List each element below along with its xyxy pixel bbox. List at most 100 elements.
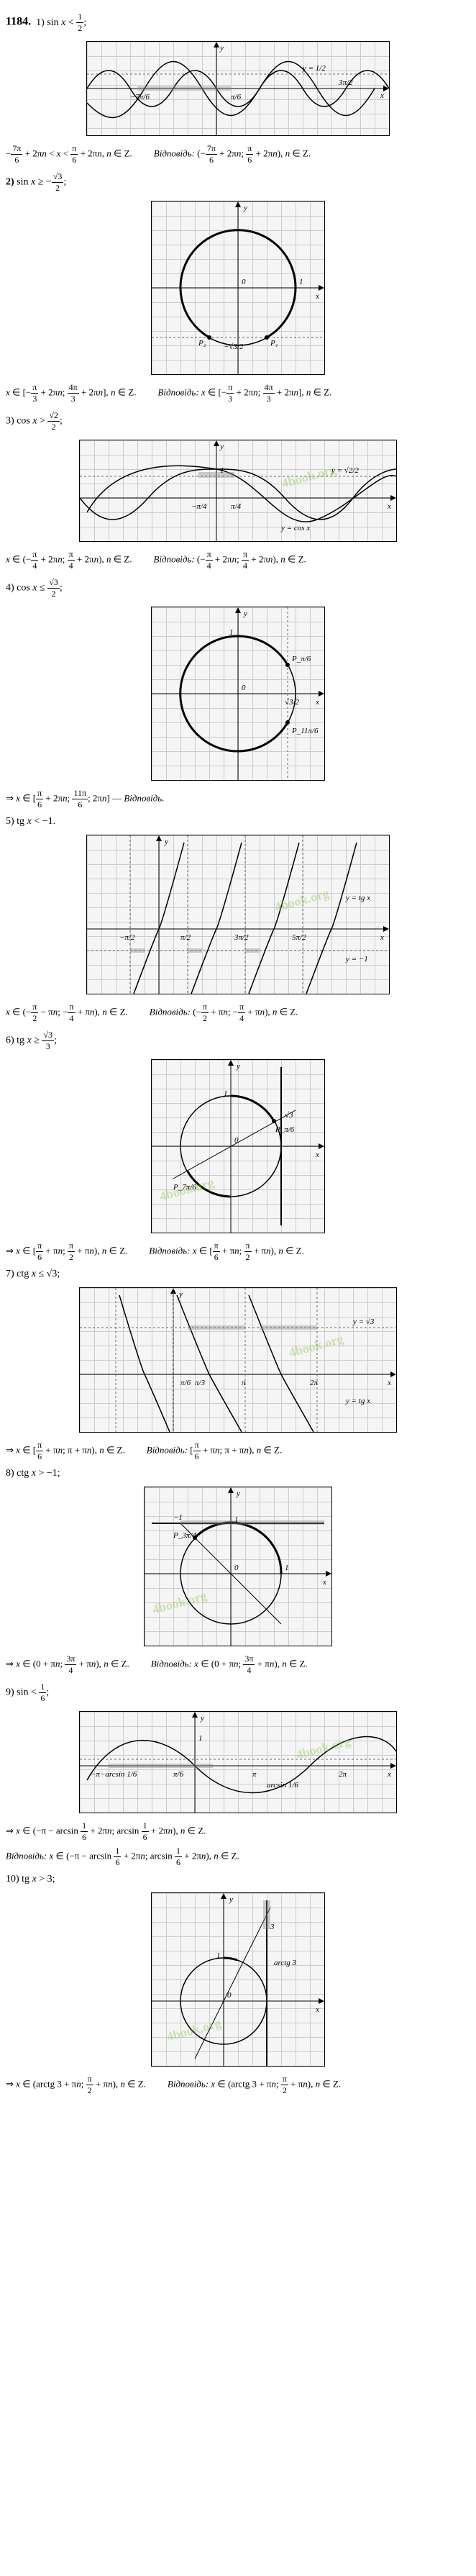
one-label: 1: [216, 1951, 221, 1960]
x-mark-4: arcsin 1/6: [267, 1781, 298, 1790]
item-9-graph-container: 4book.org −π−arcsin 1/6 π/6 π arcsin 1/6…: [6, 1711, 470, 1813]
y-axis-label: y: [178, 1290, 183, 1299]
item-9-result: ⇒ x ∈ (−π − arcsin 16 + 2πn; arcsin 16 +…: [6, 1820, 470, 1868]
item-3-graph: 4book.org −π/4 π/4 y = √2/2 y = cos x 1 …: [79, 440, 397, 542]
y-axis-label: y: [229, 1895, 233, 1904]
item-7-result: ⇒ x ∈ [π6 + πn; π + πn), n ∈ Z. Відповід…: [6, 1440, 470, 1462]
origin-label: 0: [227, 1991, 232, 2000]
item-3-interval: x ∈ (−π4 + 2πn; π4 + 2πn), n ∈ Z.: [6, 549, 132, 571]
x-mark-4: 2π: [310, 1379, 319, 1387]
item-10-header: 10) tg x > 3;: [6, 1874, 470, 1885]
item-4-header: 4) cos x ≤ √32;: [6, 577, 470, 599]
y-axis-label: y: [236, 1062, 240, 1071]
item-6-graph: 4book.org 0 √3 P_π/6 P_7π/6 1 x y: [151, 1059, 325, 1233]
x-mark-3: 3π/2: [338, 78, 353, 87]
item-2-answer: Відповідь: x ∈ [−π3 + 2πn; 4π3 + 2πn], n…: [157, 382, 331, 404]
sine-wave-svg: −7π/6 π/6 y = 1/2 3π/2 y x: [87, 42, 389, 135]
point-label-2: P_11π/6: [291, 727, 319, 735]
item-10-graph: 4book.org 0 3 arctg 3 1 x y: [151, 1892, 325, 2067]
tan-graph-svg: −π/2 π/2 3π/2 5π/2 y = tg x y = −1 x y: [87, 835, 389, 994]
item-4-graph-container: 0 P_π/6 P_11π/6 √3/2 1 x y: [6, 607, 470, 781]
point-2: P_7π/6: [173, 1183, 196, 1192]
unit-circle-svg: 0 P_π/6 P_11π/6 √3/2 1 x y: [152, 607, 324, 780]
item-7-header: 7) ctg x ≤ √3;: [6, 1269, 470, 1280]
item-8-graph: 4book.org 0 −1 P_3π/4 1 1 x y: [144, 1487, 332, 1646]
asym-2: π/2: [180, 933, 191, 942]
y-axis-label: y: [219, 443, 224, 451]
item-4-graph: 0 P_π/6 P_11π/6 √3/2 1 x y: [151, 607, 325, 781]
y-line-label: y = −1: [345, 955, 368, 963]
x-axis-label: x: [387, 1379, 391, 1387]
asym-3: 3π/2: [234, 933, 249, 942]
one-label: 1: [224, 1089, 228, 1098]
sine-wave-svg: −π−arcsin 1/6 π/6 π arcsin 1/6 2π 1 x y: [80, 1712, 396, 1813]
x-mark-2: π/3: [195, 1379, 206, 1387]
problem-number: 1184.: [6, 16, 31, 28]
unit-circle-tan-svg: 0 3 arctg 3 1 x y: [152, 1893, 324, 2066]
one-y: 1: [234, 1515, 239, 1524]
item-10-result: ⇒ x ∈ (arctg 3 + πn; π2 + πn), n ∈ Z. Ві…: [6, 2074, 470, 2096]
one-label: 1: [229, 628, 234, 637]
item-4-answer: ⇒ x ∈ [π6 + 2πn; 11π6; 2πn] — Відповідь.: [6, 788, 164, 810]
x-axis-label: x: [387, 1770, 391, 1779]
item-2-header: 2) sin x ≥ −√32;: [6, 171, 470, 194]
item-3-answer: Відповідь: (−π4 + 2πn; π4 + 2πn), n ∈ Z.: [153, 549, 306, 571]
item-6-answer: Відповідь: x ∈ [π6 + πn; π2 + πn), n ∈ Z…: [149, 1241, 304, 1263]
item-6-result: ⇒ x ∈ [π6 + πn; π2 + πn), n ∈ Z. Відпові…: [6, 1241, 470, 1263]
item-8-result: ⇒ x ∈ (0 + πn; 3π4 + πn), n ∈ Z. Відпові…: [6, 1654, 470, 1676]
x-mark-1: −7π/6: [130, 93, 150, 101]
cosine-wave-svg: −π/4 π/4 y = √2/2 y = cos x 1 x y: [80, 440, 396, 541]
x-mark-1: −π−arcsin 1/6: [91, 1770, 137, 1779]
x-mark-2: π/4: [231, 502, 242, 511]
cot-graph-svg: π/6 π/3 π 2π y = √3 y = tg x x y: [80, 1288, 396, 1432]
point-p1: P₁: [270, 339, 278, 348]
item-7-interval: ⇒ x ∈ [π6 + πn; π + πn), n ∈ Z.: [6, 1440, 125, 1462]
origin-label: 0: [242, 278, 246, 286]
y-line-label: y = √2/2: [331, 466, 359, 475]
point-label: P_3π/4: [173, 1531, 196, 1540]
origin-label: 0: [234, 1564, 239, 1572]
x-axis-label: x: [380, 91, 384, 100]
y-line-label: y = 1/2: [302, 64, 326, 73]
arctg-label: arctg 3: [274, 1959, 297, 1967]
one-label: 1: [220, 466, 224, 475]
item-3-result: x ∈ (−π4 + 2πn; π4 + 2πn), n ∈ Z. Відпов…: [6, 549, 470, 571]
y-axis-label: y: [219, 44, 224, 53]
cot-value: −1: [173, 1513, 183, 1522]
x-mark-5: 2π: [339, 1770, 347, 1779]
item-10-answer: Відповідь: x ∈ (arctg 3 + πn; π2 + πn), …: [168, 2074, 341, 2096]
point-1: P_π/6: [275, 1125, 295, 1134]
x-axis-label: x: [387, 502, 391, 511]
x-axis-label: x: [315, 1151, 319, 1159]
x-mark-3: π: [242, 1379, 246, 1387]
item-1-result: −7π6 + 2πn < x < π6 + 2πn, n ∈ Z. Відпов…: [6, 143, 470, 165]
item-2-graph: 0 P₁ P₂ −√3/2 1 x y: [151, 201, 325, 375]
item-6-header: 6) tg x ≥ √33;: [6, 1030, 470, 1052]
item-9-header: 9) sin < 16;: [6, 1682, 470, 1704]
item-1-header: 1) sin x < 12;: [34, 17, 87, 28]
origin-label: 0: [242, 684, 246, 692]
tan-value: √3: [285, 1111, 293, 1120]
x-mark-2: π/6: [173, 1770, 184, 1779]
item-5-header: 5) tg x < −1.: [6, 816, 470, 827]
item-4-result: ⇒ x ∈ [π6 + 2πn; 11π6; 2πn] — Відповідь.: [6, 788, 470, 810]
item-1-interval: −7π6 + 2πn < x < π6 + 2πn, n ∈ Z.: [6, 143, 132, 165]
y-line-label: y = √3: [352, 1318, 375, 1326]
y-axis-label: y: [164, 838, 168, 846]
x-axis-label: x: [315, 698, 319, 707]
item-5-answer: Відповідь: (−π2 + πn; −π4 + πn), n ∈ Z.: [150, 1002, 298, 1024]
item-7-graph: 4book.org π/6 π/3 π 2π y = √3 y = tg x x…: [79, 1287, 397, 1433]
tan-value: 3: [270, 1923, 275, 1931]
item-8-header: 8) ctg x > −1;: [6, 1468, 470, 1479]
x-mark-2: π/6: [231, 93, 242, 101]
item-10-interval: ⇒ x ∈ (arctg 3 + πn; π2 + πn), n ∈ Z.: [6, 2074, 146, 2096]
item-10-graph-container: 4book.org 0 3 arctg 3 1 x y: [6, 1892, 470, 2067]
x-mark-1: π/6: [180, 1379, 191, 1387]
item-7-graph-container: 4book.org π/6 π/3 π 2π y = √3 y = tg x x…: [6, 1287, 470, 1433]
item-7-answer: Відповідь: [π6 + πn; π + πn), n ∈ Z.: [147, 1440, 282, 1462]
y-value-label: −√3/2: [224, 343, 244, 351]
item-2-interval: x ∈ [−π3 + 2πn; 4π3 + 2πn], n ∈ Z.: [6, 382, 136, 404]
item-5-graph-container: 4book.org −π/2 π/2 3π/2 5π/2 y = tg x y …: [6, 835, 470, 994]
item-3-graph-container: 4book.org −π/4 π/4 y = √2/2 y = cos x 1 …: [6, 440, 470, 542]
item-6-graph-container: 4book.org 0 √3 P_π/6 P_7π/6 1 x y: [6, 1059, 470, 1233]
